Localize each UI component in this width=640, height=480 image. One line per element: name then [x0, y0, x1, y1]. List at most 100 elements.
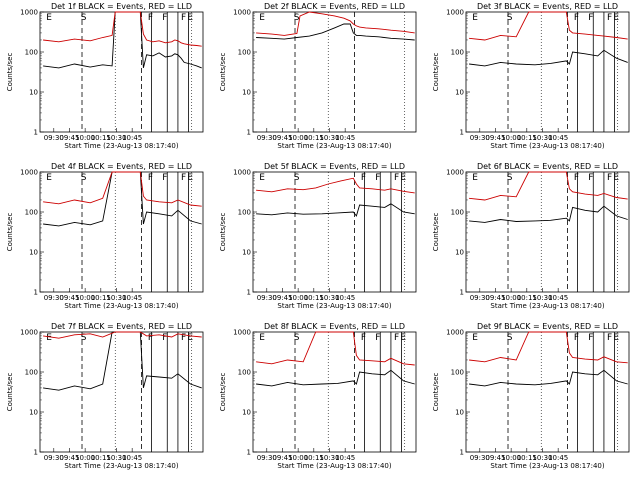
x-tick-label: 10:00 [501, 454, 521, 462]
y-tick-label: 100 [25, 209, 38, 217]
x-tick-label: 10:00 [75, 294, 95, 302]
flag-label-e: E [46, 333, 52, 343]
y-tick-label: 100 [238, 369, 251, 377]
y-axis-label: Counts/sec [6, 373, 14, 412]
x-axis-label: Start Time (23-Aug-13 08:17:40) [64, 302, 178, 310]
y-axis-label: Counts/sec [432, 213, 440, 252]
plot-frame [252, 11, 417, 133]
plot-frame [39, 331, 204, 453]
flag-label-s: S [81, 333, 87, 343]
series-line-lld [256, 331, 415, 366]
x-tick-label: 10:00 [75, 134, 95, 142]
chart-title: Det 7f BLACK = Events, RED = LLD [51, 322, 192, 331]
x-tick-label: 09:30 [44, 134, 64, 142]
x-tick-label: 10:00 [501, 134, 521, 142]
x-tick-label: 09:30 [44, 294, 64, 302]
x-axis-label: Start Time (23-Aug-13 08:17:40) [64, 142, 178, 150]
flag-label-f: F [588, 13, 593, 23]
x-tick-label: 10:15 [91, 134, 111, 142]
y-tick-label: 1 [247, 289, 251, 297]
y-tick-label: 100 [451, 49, 464, 57]
x-axis-label: Start Time (23-Aug-13 08:17:40) [490, 142, 604, 150]
x-axis-label: Start Time (23-Aug-13 08:17:40) [64, 462, 178, 470]
flag-label-f: F [162, 333, 167, 343]
x-tick-label: 10:00 [75, 454, 95, 462]
y-tick-label: 100 [238, 49, 251, 57]
flag-label-f: F [181, 333, 186, 343]
y-tick-label: 1 [34, 129, 38, 137]
flag-label-s: S [294, 13, 300, 23]
chart-title: Det 2f BLACK = Events, RED = LLD [264, 2, 405, 11]
y-tick-label: 1 [247, 449, 251, 457]
flag-label-s: S [507, 173, 513, 183]
plot-frame [39, 171, 204, 293]
y-tick-label: 10 [242, 409, 251, 417]
flag-label-s: S [81, 173, 87, 183]
y-tick-label: 1 [247, 129, 251, 137]
y-tick-label: 1000 [20, 329, 38, 337]
x-tick-label: 10:45 [548, 454, 568, 462]
x-axis-label: Start Time (23-Aug-13 08:17:40) [277, 142, 391, 150]
plot-frame [465, 11, 630, 133]
x-tick-label: 10:15 [517, 294, 537, 302]
plot-frame [465, 171, 630, 293]
y-axis-label: Counts/sec [219, 373, 227, 412]
x-tick-label: 10:45 [548, 134, 568, 142]
y-tick-label: 1000 [446, 169, 464, 177]
y-tick-label: 10 [29, 249, 38, 257]
x-tick-label: 10:30 [532, 294, 552, 302]
y-tick-label: 10 [29, 409, 38, 417]
chart-title: Det 8f BLACK = Events, RED = LLD [264, 322, 405, 331]
series-line-lld [43, 171, 202, 207]
x-tick-label: 10:30 [106, 294, 126, 302]
y-tick-label: 10 [242, 249, 251, 257]
panel-det-5: Det 5f BLACK = Events, RED = LLD 1 10 100 10… [213, 160, 426, 320]
x-tick-label: 09:30 [257, 294, 277, 302]
x-tick-label: 10:00 [288, 134, 308, 142]
x-tick-label: 09:30 [257, 134, 277, 142]
y-tick-label: 10 [455, 89, 464, 97]
plot-frame [252, 331, 417, 453]
x-axis-label: Start Time (23-Aug-13 08:17:40) [277, 302, 391, 310]
chart-title: Det 3f BLACK = Events, RED = LLD [477, 2, 618, 11]
y-tick-label: 1000 [233, 9, 251, 17]
series-line-events [256, 203, 415, 217]
plot-frame [39, 11, 204, 133]
flag-label-f: F [574, 173, 579, 183]
x-tick-label: 10:15 [91, 454, 111, 462]
series-line-lld [469, 331, 628, 364]
flag-label-f: F [181, 13, 186, 23]
x-axis-label: Start Time (23-Aug-13 08:17:40) [490, 462, 604, 470]
x-tick-label: 10:15 [304, 294, 324, 302]
y-tick-label: 1000 [233, 169, 251, 177]
panel-det-1: Det 1f BLACK = Events, RED = LLD 1 10 100 10… [0, 0, 213, 160]
flag-label-f: F [574, 13, 579, 23]
flag-label-f: F [361, 333, 366, 343]
x-tick-label: 10:30 [532, 134, 552, 142]
flag-label-e: E [400, 173, 406, 183]
x-tick-label: 10:00 [288, 294, 308, 302]
x-tick-label: 09:45 [272, 454, 292, 462]
y-tick-label: 1000 [446, 329, 464, 337]
flag-label-f: F [588, 333, 593, 343]
x-tick-label: 10:30 [532, 454, 552, 462]
flag-label-e: E [259, 13, 265, 23]
chart-title: Det 4f BLACK = Events, RED = LLD [51, 162, 192, 171]
flag-label-e: E [259, 173, 265, 183]
chart-svg: Det 2f BLACK = Events, RED = LLD 1 10 100 10… [219, 2, 417, 150]
x-tick-label: 10:45 [335, 294, 355, 302]
x-tick-label: 09:30 [470, 294, 490, 302]
flag-label-e: E [46, 13, 52, 23]
series-line-lld [469, 11, 628, 41]
y-axis-label: Counts/sec [6, 213, 14, 252]
chart-svg: Det 6f BLACK = Events, RED = LLD 1 10 100 10… [432, 162, 630, 310]
x-tick-label: 10:15 [304, 454, 324, 462]
y-tick-label: 1 [34, 289, 38, 297]
y-tick-label: 1000 [446, 9, 464, 17]
y-tick-label: 100 [451, 209, 464, 217]
panel-det-2: Det 2f BLACK = Events, RED = LLD 1 10 100 10… [213, 0, 426, 160]
flag-label-f: F [394, 173, 399, 183]
x-tick-label: 09:45 [59, 294, 79, 302]
flag-label-e: E [46, 173, 52, 183]
x-tick-label: 10:30 [319, 134, 339, 142]
